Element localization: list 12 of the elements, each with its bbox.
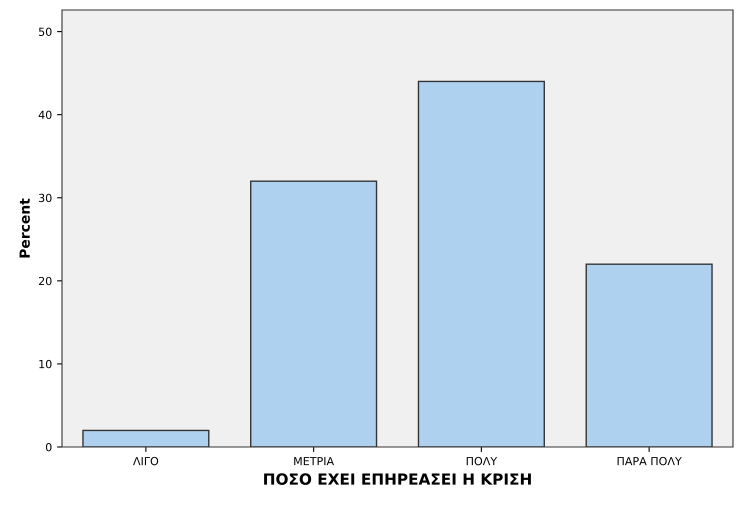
y-axis-title: Percent — [20, 198, 30, 258]
y-tick-label: 50 — [38, 28, 52, 36]
y-tick-label: 40 — [38, 110, 52, 120]
x-tick-label: ΠΑΡΑ ΠΟΛΥ — [618, 456, 682, 466]
y-tick-label: 30 — [38, 194, 52, 202]
x-tick-label: ΜΕΤΡΙΑ — [294, 457, 334, 466]
y-tick-label: 0 — [46, 442, 52, 452]
y-tick-label: 20 — [38, 276, 52, 286]
y-tick-label: 10 — [39, 360, 52, 368]
x-tick-label: ΠΟΛΥ — [466, 456, 498, 466]
x-tick-label: ΛΙΓΟ — [133, 456, 158, 466]
x-axis-title: ΠΟΣΟ ΕΧΕΙ ΕΠΗΡΕΑΣΕΙ Η ΚΡΙΣΗ — [264, 473, 531, 485]
